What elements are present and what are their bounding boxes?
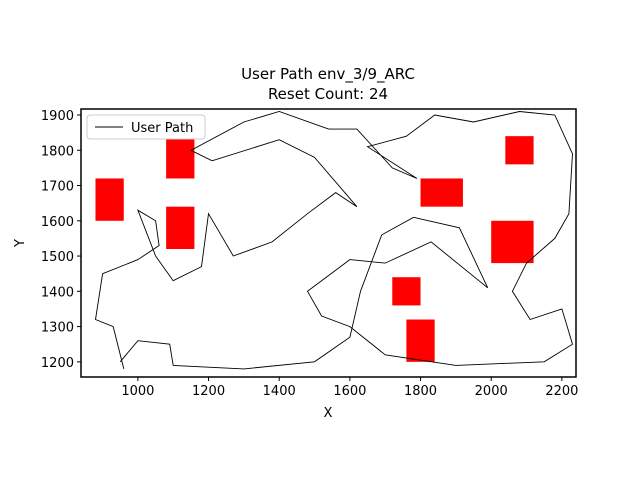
x-tick-label: 2200 (545, 384, 578, 399)
y-axis-label: Y (13, 239, 28, 248)
legend-box (86, 114, 206, 140)
obstacle (420, 178, 463, 207)
y-tick-label: 1400 (41, 285, 74, 300)
obstacle (166, 136, 195, 179)
y-tick-label: 1300 (41, 321, 74, 336)
x-tick-label: 2000 (475, 384, 508, 399)
y-tick-label: 1600 (41, 215, 74, 230)
plot-frame (80, 108, 577, 378)
x-tick-label: 1800 (404, 384, 437, 399)
obstacle (505, 136, 534, 165)
obstacle (95, 178, 124, 221)
chart-title: User Path env_3/9_ARC (241, 65, 415, 84)
y-tick-label: 1900 (41, 109, 74, 124)
y-tick-label: 1500 (41, 250, 74, 265)
y-tick-label: 1800 (41, 144, 74, 159)
legend-label: User Path (131, 121, 193, 136)
y-tick-label: 1700 (41, 180, 74, 195)
chart-subtitle: Reset Count: 24 (268, 85, 388, 103)
obstacle (392, 277, 421, 306)
x-tick-label: 1400 (263, 384, 296, 399)
x-tick-label: 1200 (192, 384, 225, 399)
obstacle (491, 220, 534, 264)
user-path (95, 111, 574, 370)
obstacle (166, 206, 195, 249)
obstacle (406, 319, 435, 362)
x-tick-label: 1000 (121, 384, 154, 399)
x-tick-label: 1600 (333, 384, 366, 399)
x-axis-label: X (324, 406, 333, 421)
y-tick-label: 1200 (41, 356, 74, 371)
